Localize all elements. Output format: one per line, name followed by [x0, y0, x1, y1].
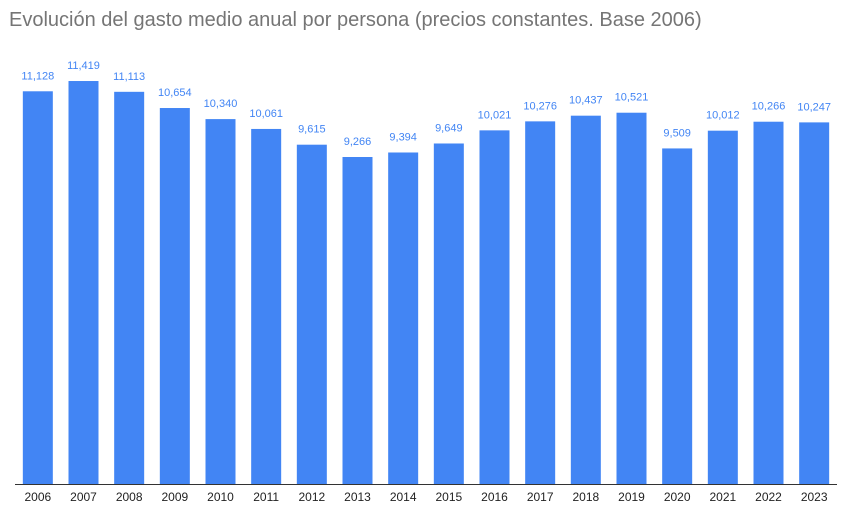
value-label-2012: 9,615	[298, 124, 326, 136]
value-label-2011: 10,061	[249, 108, 283, 120]
value-label-2010: 10,340	[204, 98, 238, 110]
x-tick-label-2009: 2009	[161, 490, 188, 504]
x-tick-label-2007: 2007	[70, 490, 97, 504]
x-tick-label-2011: 2011	[253, 490, 279, 504]
x-tick-label-2017: 2017	[527, 490, 554, 504]
bar-2010	[205, 119, 236, 484]
value-label-2019: 10,521	[615, 92, 649, 104]
value-label-2016: 10,021	[478, 109, 512, 121]
x-tick-label-2019: 2019	[618, 490, 645, 504]
value-label-2013: 9,266	[344, 136, 372, 148]
bar-2007	[68, 81, 99, 485]
bar-2021	[707, 130, 738, 484]
value-label-2009: 10,654	[158, 87, 192, 99]
x-tick-label-2013: 2013	[344, 490, 371, 504]
bar-2012	[296, 144, 327, 484]
bar-2008	[114, 91, 145, 484]
bar-2014	[388, 152, 419, 485]
value-label-2020: 9,509	[663, 127, 691, 139]
x-tick-label-2018: 2018	[572, 490, 599, 504]
bar-2022	[753, 121, 784, 485]
value-label-2015: 9,649	[435, 122, 463, 134]
x-tick-label-2006: 2006	[24, 490, 51, 504]
x-tick-label-2010: 2010	[207, 490, 234, 504]
x-tick-label-2008: 2008	[116, 490, 143, 504]
value-label-2006: 11,128	[21, 70, 54, 82]
value-label-2023: 10,247	[797, 101, 831, 113]
bar-2018	[570, 115, 601, 485]
x-tick-label-2020: 2020	[664, 490, 691, 504]
value-label-2008: 11,113	[113, 71, 145, 83]
tick-labels-group: 2006 2007 2008 2009 2010 2011 2012 2013 2014 2015…	[24, 490, 827, 504]
bar-2015	[433, 143, 464, 485]
bar-2016	[479, 130, 510, 485]
x-tick-label-2023: 2023	[801, 490, 828, 504]
bar-2013	[342, 157, 373, 484]
x-tick-label-2014: 2014	[390, 490, 417, 504]
bar-2017	[525, 121, 556, 485]
value-label-2021: 10,012	[706, 110, 740, 122]
x-tick-label-2016: 2016	[481, 490, 508, 504]
value-labels-group: 11,128 11,419 11,113 10,654 10,340 10,061 9,61…	[21, 60, 831, 148]
bar-2006	[22, 91, 53, 484]
bar-2011	[251, 128, 282, 484]
bar-2019	[616, 112, 647, 485]
x-tick-label-2012: 2012	[298, 490, 325, 504]
value-label-2018: 10,437	[569, 95, 603, 107]
x-tick-label-2015: 2015	[435, 490, 462, 504]
value-label-2007: 11,419	[67, 60, 100, 72]
bar-2020	[662, 148, 693, 484]
value-label-2014: 9,394	[389, 131, 417, 143]
x-tick-label-2021: 2021	[709, 490, 736, 504]
bar-2023	[799, 122, 830, 484]
x-tick-label-2022: 2022	[755, 490, 782, 504]
value-label-2017: 10,276	[523, 100, 557, 112]
chart-title: Evolución del gasto medio anual por pers…	[9, 9, 702, 31]
bar-2009	[159, 108, 190, 485]
value-label-2022: 10,266	[752, 101, 786, 113]
bars-group	[22, 81, 830, 485]
